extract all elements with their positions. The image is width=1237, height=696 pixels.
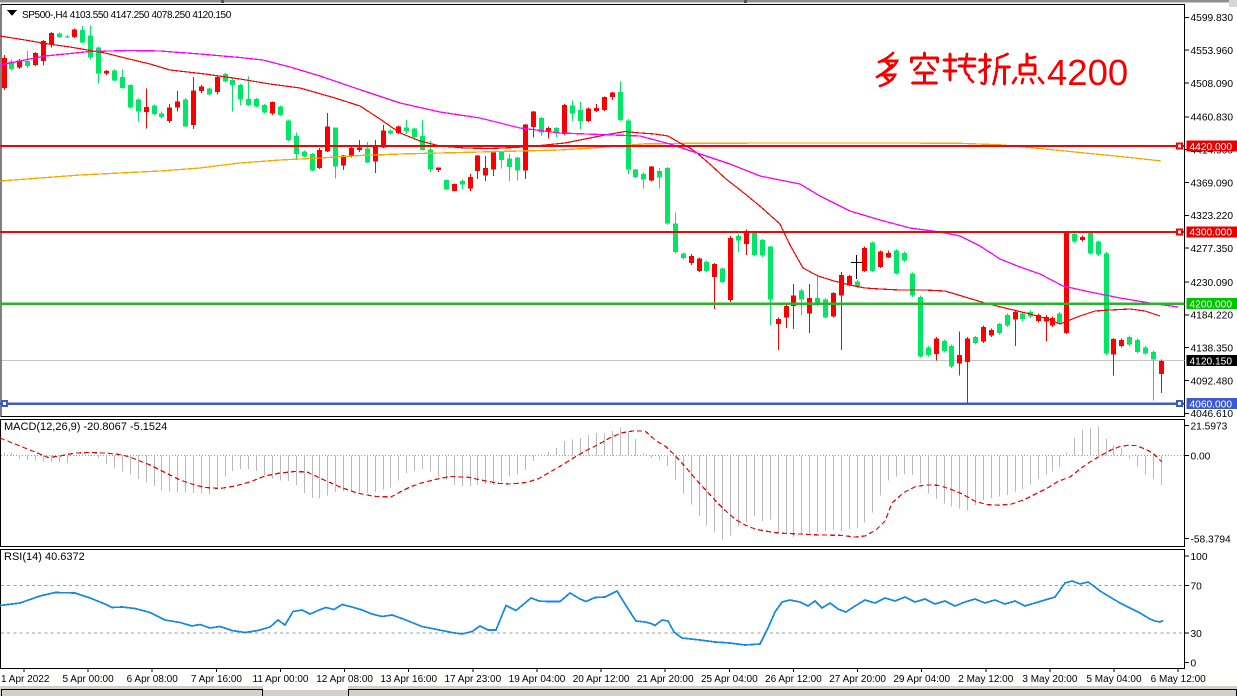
svg-text:4230.090: 4230.090 [1191, 278, 1234, 289]
svg-text:4092.480: 4092.480 [1191, 376, 1234, 387]
svg-text:4138.350: 4138.350 [1191, 343, 1234, 354]
svg-text:0.00: 0.00 [1191, 451, 1211, 462]
svg-text:5 May 04:00: 5 May 04:00 [1086, 674, 1141, 685]
svg-text:25 Apr 04:00: 25 Apr 04:00 [701, 674, 758, 685]
svg-text:4460.830: 4460.830 [1191, 113, 1234, 124]
svg-text:4369.090: 4369.090 [1191, 178, 1234, 189]
svg-text:-58.3794: -58.3794 [1191, 535, 1232, 546]
svg-text:RSI(14) 40.6372: RSI(14) 40.6372 [4, 551, 85, 563]
svg-text:SP500-,H4 4103.550 4147.250 4: SP500-,H4 4103.550 4147.250 4078.250 412… [22, 10, 232, 21]
svg-text:4553.960: 4553.960 [1191, 46, 1234, 57]
svg-text:26 Apr 12:00: 26 Apr 12:00 [765, 674, 822, 685]
svg-text:21 Apr 20:00: 21 Apr 20:00 [637, 674, 694, 685]
svg-text:70: 70 [1191, 581, 1203, 592]
svg-text:19 Apr 04:00: 19 Apr 04:00 [509, 674, 566, 685]
svg-text:30: 30 [1191, 629, 1203, 640]
svg-text:27 Apr 20:00: 27 Apr 20:00 [829, 674, 886, 685]
svg-text:4200.000: 4200.000 [1190, 299, 1233, 310]
svg-text:4046.610: 4046.610 [1191, 409, 1234, 420]
svg-text:4508.090: 4508.090 [1191, 79, 1234, 90]
svg-text:21.5973: 21.5973 [1191, 421, 1228, 432]
svg-text:29 Apr 04:00: 29 Apr 04:00 [893, 674, 950, 685]
svg-text:11 Apr 00:00: 11 Apr 00:00 [253, 674, 309, 685]
svg-text:4599.830: 4599.830 [1191, 13, 1234, 24]
svg-text:7 Apr 16:00: 7 Apr 16:00 [191, 674, 243, 685]
svg-text:4184.220: 4184.220 [1191, 311, 1234, 322]
svg-text:4200: 4200 [1047, 52, 1128, 93]
svg-text:0: 0 [1191, 658, 1197, 669]
svg-text:6 Apr 08:00: 6 Apr 08:00 [127, 674, 179, 685]
svg-text:3 May 20:00: 3 May 20:00 [1022, 674, 1077, 685]
svg-text:6 May 12:00: 6 May 12:00 [1151, 674, 1206, 685]
svg-text:4120.150: 4120.150 [1190, 357, 1233, 368]
svg-text:4420.000: 4420.000 [1190, 142, 1233, 153]
svg-text:4060.000: 4060.000 [1190, 400, 1233, 411]
svg-text:2 May 12:00: 2 May 12:00 [958, 674, 1013, 685]
svg-text:20 Apr 12:00: 20 Apr 12:00 [573, 674, 630, 685]
svg-text:13 Apr 16:00: 13 Apr 16:00 [380, 674, 437, 685]
svg-text:17 Apr 23:00: 17 Apr 23:00 [444, 674, 501, 685]
svg-text:4277.350: 4277.350 [1191, 244, 1234, 255]
svg-text:MACD(12,26,9) -20.8067 -5.1524: MACD(12,26,9) -20.8067 -5.1524 [4, 421, 167, 433]
svg-text:4300.000: 4300.000 [1190, 228, 1233, 239]
svg-text:100: 100 [1191, 552, 1208, 563]
svg-text:4323.220: 4323.220 [1191, 211, 1234, 222]
svg-text:12 Apr 08:00: 12 Apr 08:00 [316, 674, 373, 685]
svg-text:5 Apr 00:00: 5 Apr 00:00 [63, 674, 115, 685]
svg-text:1 Apr 2022: 1 Apr 2022 [1, 674, 50, 685]
